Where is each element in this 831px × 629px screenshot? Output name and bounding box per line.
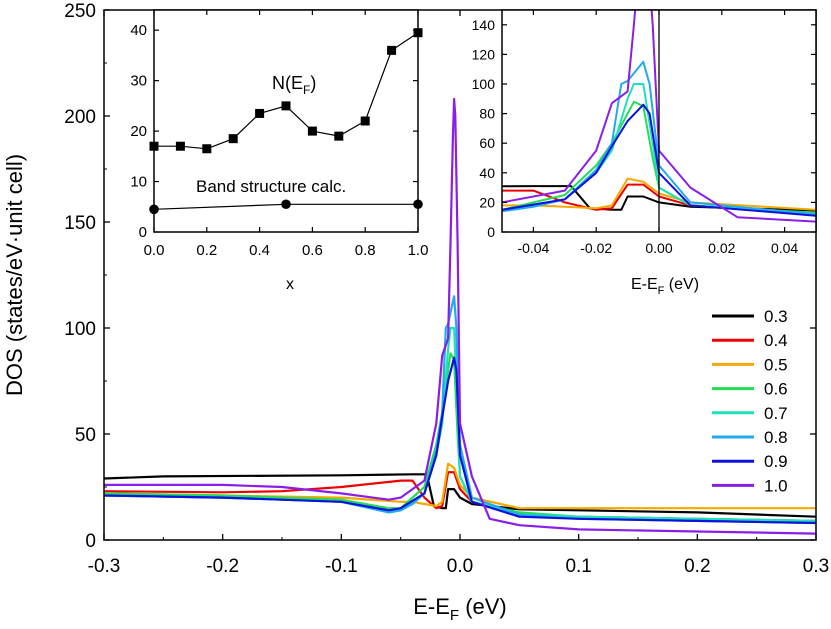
inset-left-ticks: 0.0 0.2 0.4 0.6 0.8 1.0 0 10 20 30 40 bbox=[130, 10, 428, 259]
inset-right-x-tick-label: 0.04 bbox=[771, 240, 798, 256]
main-y-tick-label: 50 bbox=[75, 425, 96, 446]
inset-left-nef-sub: F bbox=[303, 83, 310, 97]
legend-label-0.9: 0.9 bbox=[764, 452, 788, 471]
inset-left-y-tick-label: 30 bbox=[130, 73, 147, 90]
inset-left-y-tick-label: 20 bbox=[130, 123, 147, 140]
main-series-line-0.6 bbox=[104, 352, 816, 522]
legend: 0.3 0.4 0.5 0.6 0.7 0.8 0.9 1.0 bbox=[712, 307, 788, 495]
inset-left-x-tick-label: 0.2 bbox=[196, 242, 217, 259]
inset-right-y-tick-label: 100 bbox=[472, 76, 496, 92]
inset-left-y-tick-label: 10 bbox=[130, 174, 147, 191]
main-x-tick-label: 0.3 bbox=[803, 556, 829, 577]
inset-left-square-marker bbox=[281, 101, 291, 111]
inset-right-ticks: -0.04 -0.02 0.00 0.02 0.04 0 20 40 60 80 100 120 140 bbox=[472, 10, 816, 256]
inset-right-y-tick-label: 0 bbox=[487, 224, 495, 240]
main-x-tick-label: -0.1 bbox=[325, 556, 358, 577]
main-series-line-0.8 bbox=[104, 295, 816, 525]
main-y-tick-label: 250 bbox=[64, 1, 96, 22]
inset-left-square-marker bbox=[360, 116, 370, 126]
main-y-axis-label: DOS (states/eV·unit cell) bbox=[2, 154, 27, 396]
inset-right-y-tick-label: 40 bbox=[479, 165, 495, 181]
inset-right-series-line-0.6 bbox=[502, 100, 816, 214]
inset-left-square-marker bbox=[255, 108, 265, 118]
inset-left-band-annotation: Band structure calc. bbox=[196, 177, 346, 196]
main-y-tick-label: 150 bbox=[64, 213, 96, 234]
inset-right-y-tick-label: 20 bbox=[479, 194, 495, 210]
legend-label-0.3: 0.3 bbox=[764, 307, 788, 326]
legend-label-0.5: 0.5 bbox=[764, 355, 788, 374]
inset-right-y-tick-label: 80 bbox=[479, 106, 495, 122]
inset-right-x-axis-label: E-EF (eV) bbox=[631, 276, 699, 297]
inset-left-background bbox=[154, 10, 418, 232]
legend-label-0.7: 0.7 bbox=[764, 404, 788, 423]
inset-left-square-marker bbox=[307, 126, 317, 136]
inset-right-x-tick-label: 0.00 bbox=[645, 240, 672, 256]
inset-right-x-axis-label-sub: F bbox=[658, 285, 665, 297]
main-series-line-0.3 bbox=[104, 473, 816, 518]
inset-right-series-line-0.4 bbox=[502, 183, 816, 216]
inset-right-y-tick-label: 120 bbox=[472, 46, 496, 62]
inset-right-series-line-0.3 bbox=[502, 185, 816, 212]
main-x-tick-label: -0.2 bbox=[206, 556, 239, 577]
inset-left-x-tick-label: 1.0 bbox=[408, 242, 429, 259]
inset-right-series-line-0.9 bbox=[502, 103, 816, 217]
inset-right-x-tick-label: -0.04 bbox=[517, 240, 549, 256]
legend-label-0.6: 0.6 bbox=[764, 380, 788, 399]
inset-left-nef-annotation: N(EF) bbox=[272, 73, 316, 97]
inset-left-square-marker bbox=[228, 134, 238, 144]
inset-right-x-tick-label: -0.02 bbox=[580, 240, 612, 256]
main-y-tick-label: 200 bbox=[64, 107, 96, 128]
main-x-tick-label: 0.1 bbox=[565, 556, 591, 577]
main-series-line-0.5 bbox=[104, 462, 816, 510]
main-series-group bbox=[104, 97, 816, 535]
inset-right-x-tick-label: 0.02 bbox=[708, 240, 735, 256]
inset-right-series-group bbox=[502, 10, 816, 232]
inset-right-y-tick-label: 60 bbox=[479, 135, 495, 151]
inset-left-x-axis-label: x bbox=[286, 276, 294, 293]
inset-left-y-tick-label: 0 bbox=[139, 224, 147, 241]
legend-label-0.4: 0.4 bbox=[764, 331, 788, 350]
inset-right-series-line-1.0 bbox=[502, 10, 816, 223]
main-series-line-1.0 bbox=[104, 97, 816, 535]
main-x-tick-label: 0.2 bbox=[684, 556, 710, 577]
inset-left-square-marker bbox=[175, 141, 185, 151]
inset-left-square-marker bbox=[334, 131, 344, 141]
main-x-axis-label-sub: F bbox=[450, 607, 459, 624]
inset-left-x-tick-label: 0.0 bbox=[144, 242, 165, 259]
inset-left-square-marker bbox=[202, 144, 212, 154]
main-y-tick-label: 100 bbox=[64, 319, 96, 340]
main-x-tick-label: 0.0 bbox=[447, 556, 473, 577]
inset-left-x-tick-label: 0.8 bbox=[355, 242, 376, 259]
main-series-line-0.9 bbox=[104, 356, 816, 525]
inset-left-square-marker bbox=[387, 45, 397, 55]
inset-right-series-line-0.7 bbox=[502, 83, 816, 216]
inset-left-plot: 0.0 0.2 0.4 0.6 0.8 1.0 0 10 20 30 40 x N(EF) Band… bbox=[130, 9, 428, 293]
inset-left-frame bbox=[153, 9, 419, 233]
legend-label-1.0: 1.0 bbox=[764, 476, 788, 495]
main-x-tick-label: -0.3 bbox=[88, 556, 121, 577]
inset-left-circle-marker bbox=[281, 199, 291, 210]
inset-right-y-tick-label: 140 bbox=[472, 17, 496, 33]
main-x-axis-label: E-EF (eV) bbox=[413, 594, 507, 624]
inset-right-series-line-0.5 bbox=[502, 177, 816, 211]
inset-left-x-tick-label: 0.6 bbox=[302, 242, 323, 259]
inset-left-x-tick-label: 0.4 bbox=[249, 242, 270, 259]
inset-left-y-tick-label: 40 bbox=[130, 22, 147, 39]
legend-label-0.8: 0.8 bbox=[764, 428, 788, 447]
inset-right-plot: -0.04 -0.02 0.00 0.02 0.04 0 20 40 60 80 100 120 140… bbox=[472, 9, 817, 297]
main-y-tick-label: 0 bbox=[85, 531, 96, 552]
inset-right-series-line-0.8 bbox=[502, 60, 816, 216]
